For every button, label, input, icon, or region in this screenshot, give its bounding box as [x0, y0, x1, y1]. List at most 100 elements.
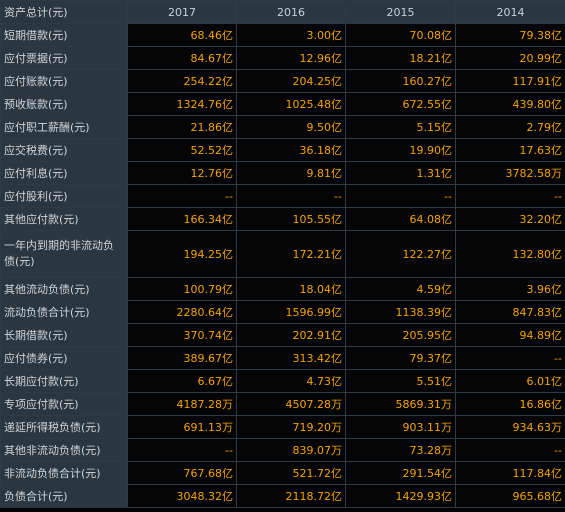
row-label: 其他应付款(元) — [0, 207, 128, 231]
value-cell: 847.83亿 — [455, 300, 565, 324]
value-cell: 291.54亿 — [345, 461, 456, 485]
row-label: 应付职工薪酬(元) — [0, 115, 128, 139]
value-cell: -- — [236, 184, 346, 208]
row-label: 应付账款(元) — [0, 69, 128, 93]
value-cell: 2118.72亿 — [236, 484, 346, 508]
value-cell: 5.15亿 — [345, 115, 456, 139]
value-cell: 4507.28万 — [236, 392, 346, 416]
year-header[interactable]: 2016 — [236, 0, 346, 24]
value-cell: 1138.39亿 — [345, 300, 456, 324]
value-cell: 9.81亿 — [236, 161, 346, 185]
value-cell: -- — [345, 184, 456, 208]
value-cell: 100.79亿 — [127, 277, 237, 301]
table-row: 短期借款(元) 68.46亿 3.00亿 70.08亿 79.38亿 — [0, 23, 565, 47]
row-label: 预收账款(元) — [0, 92, 128, 116]
year-header[interactable]: 2014 — [455, 0, 565, 24]
value-cell: 160.27亿 — [345, 69, 456, 93]
value-cell: 16.86亿 — [455, 392, 565, 416]
value-cell: 839.07万 — [236, 438, 346, 462]
value-cell: 194.25亿 — [127, 230, 237, 278]
value-cell: 672.55亿 — [345, 92, 456, 116]
table-row: 应付利息(元) 12.76亿 9.81亿 1.31亿 3782.58万 — [0, 161, 565, 185]
value-cell: 389.67亿 — [127, 346, 237, 370]
table-row: 应付股利(元) -- -- -- -- — [0, 184, 565, 208]
value-cell: -- — [455, 184, 565, 208]
row-label: 应付股利(元) — [0, 184, 128, 208]
row-label: 其他非流动负债(元) — [0, 438, 128, 462]
table-row: 流动负债合计(元) 2280.64亿 1596.99亿 1138.39亿 847.83亿 — [0, 300, 565, 324]
value-cell: 68.46亿 — [127, 23, 237, 47]
table-row: 专项应付款(元) 4187.28万 4507.28万 5869.31万 16.86亿 — [0, 392, 565, 416]
value-cell: 12.76亿 — [127, 161, 237, 185]
table-row: 其他应付款(元) 166.34亿 105.55亿 64.08亿 32.20亿 — [0, 207, 565, 231]
value-cell: 84.67亿 — [127, 46, 237, 70]
header-row: 资产总计(元) 2017 2016 2015 2014 — [0, 0, 565, 24]
header-label: 资产总计(元) — [0, 0, 128, 24]
value-cell: 3782.58万 — [455, 161, 565, 185]
value-cell: 19.90亿 — [345, 138, 456, 162]
value-cell: 79.38亿 — [455, 23, 565, 47]
row-label: 非流动负债合计(元) — [0, 461, 128, 485]
value-cell: 370.74亿 — [127, 323, 237, 347]
value-cell: 20.99亿 — [455, 46, 565, 70]
table-row: 一年内到期的非流动负债(元) 194.25亿 172.21亿 122.27亿 132.8… — [0, 230, 565, 278]
value-cell: 3.00亿 — [236, 23, 346, 47]
value-cell: 2280.64亿 — [127, 300, 237, 324]
value-cell: 18.21亿 — [345, 46, 456, 70]
row-label: 流动负债合计(元) — [0, 300, 128, 324]
year-header[interactable]: 2015 — [345, 0, 456, 24]
value-cell: 4.73亿 — [236, 369, 346, 393]
value-cell: 12.96亿 — [236, 46, 346, 70]
table-row: 其他流动负债(元) 100.79亿 18.04亿 4.59亿 3.96亿 — [0, 277, 565, 301]
value-cell: 9.50亿 — [236, 115, 346, 139]
table-row: 负债合计(元) 3048.32亿 2118.72亿 1429.93亿 965.68亿 — [0, 484, 565, 508]
value-cell: 122.27亿 — [345, 230, 456, 278]
value-cell: 166.34亿 — [127, 207, 237, 231]
value-cell: 172.21亿 — [236, 230, 346, 278]
row-label: 应交税费(元) — [0, 138, 128, 162]
table-row: 非流动负债合计(元) 767.68亿 521.72亿 291.54亿 117.84亿 — [0, 461, 565, 485]
table-row: 应付账款(元) 254.22亿 204.25亿 160.27亿 117.91亿 — [0, 69, 565, 93]
value-cell: -- — [127, 438, 237, 462]
value-cell: 521.72亿 — [236, 461, 346, 485]
table-row: 应付职工薪酬(元) 21.86亿 9.50亿 5.15亿 2.79亿 — [0, 115, 565, 139]
row-label: 负债合计(元) — [0, 484, 128, 508]
row-label: 应付利息(元) — [0, 161, 128, 185]
row-label: 递延所得税负债(元) — [0, 415, 128, 439]
value-cell: 21.86亿 — [127, 115, 237, 139]
value-cell: 254.22亿 — [127, 69, 237, 93]
value-cell: 117.91亿 — [455, 69, 565, 93]
row-label: 长期应付款(元) — [0, 369, 128, 393]
value-cell: 73.28万 — [345, 438, 456, 462]
value-cell: 132.80亿 — [455, 230, 565, 278]
row-label: 其他流动负债(元) — [0, 277, 128, 301]
value-cell: 202.91亿 — [236, 323, 346, 347]
row-label: 应付债券(元) — [0, 346, 128, 370]
table-row: 预收账款(元) 1324.76亿 1025.48亿 672.55亿 439.80亿 — [0, 92, 565, 116]
value-cell: 105.55亿 — [236, 207, 346, 231]
value-cell: 64.08亿 — [345, 207, 456, 231]
table-row: 应交税费(元) 52.52亿 36.18亿 19.90亿 17.63亿 — [0, 138, 565, 162]
value-cell: 18.04亿 — [236, 277, 346, 301]
year-header[interactable]: 2017 — [127, 0, 237, 24]
row-label: 一年内到期的非流动负债(元) — [0, 230, 128, 278]
row-label: 专项应付款(元) — [0, 392, 128, 416]
table-row: 应付债券(元) 389.67亿 313.42亿 79.37亿 -- — [0, 346, 565, 370]
value-cell: 4.59亿 — [345, 277, 456, 301]
row-label: 应付票据(元) — [0, 46, 128, 70]
value-cell: -- — [455, 438, 565, 462]
value-cell: 313.42亿 — [236, 346, 346, 370]
value-cell: 4187.28万 — [127, 392, 237, 416]
value-cell: 1429.93亿 — [345, 484, 456, 508]
value-cell: 1596.99亿 — [236, 300, 346, 324]
value-cell: 6.01亿 — [455, 369, 565, 393]
table-row: 应付票据(元) 84.67亿 12.96亿 18.21亿 20.99亿 — [0, 46, 565, 70]
value-cell: 5869.31万 — [345, 392, 456, 416]
value-cell: -- — [127, 184, 237, 208]
value-cell: 32.20亿 — [455, 207, 565, 231]
value-cell: 965.68亿 — [455, 484, 565, 508]
value-cell: 719.20万 — [236, 415, 346, 439]
table-row: 递延所得税负债(元) 691.13万 719.20万 903.11万 934.63万 — [0, 415, 565, 439]
value-cell: 36.18亿 — [236, 138, 346, 162]
value-cell: 79.37亿 — [345, 346, 456, 370]
